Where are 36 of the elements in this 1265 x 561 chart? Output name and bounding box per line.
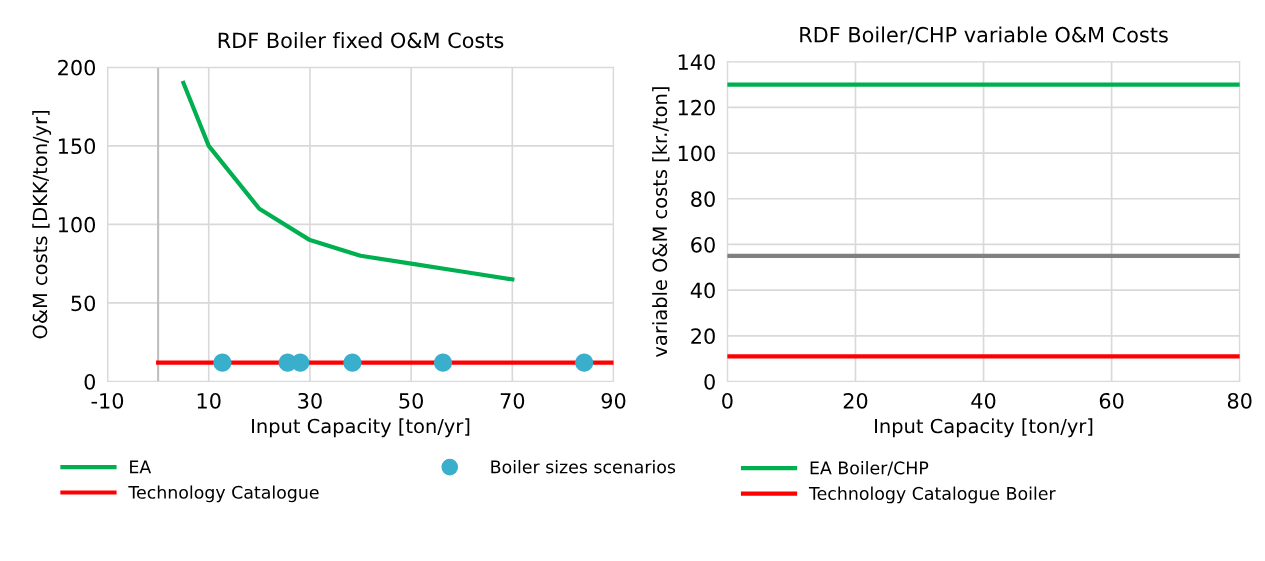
legend-label: EA bbox=[130, 460, 152, 474]
y-tick-label: 50 bbox=[71, 295, 96, 312]
y-tick-label: 60 bbox=[691, 236, 715, 253]
y-tick-label: 0 bbox=[704, 373, 715, 390]
y-tick-label: 100 bbox=[58, 216, 96, 233]
legend-label: Technology Catalogue bbox=[128, 485, 319, 503]
chart-title: RDF Boiler fixed O&M Costs bbox=[218, 32, 504, 49]
line-series bbox=[181, 80, 515, 282]
x-tick-label: 40 bbox=[971, 392, 996, 409]
x-tick-label: 60 bbox=[1099, 392, 1124, 409]
x-tick-label: 90 bbox=[601, 392, 626, 409]
x-tick-label: 80 bbox=[1227, 392, 1252, 409]
x-axis-title: Input Capacity [ton/yr] bbox=[875, 418, 1093, 438]
legend-label: EA Boiler/CHP bbox=[810, 461, 929, 476]
x-axis-title: Input Capacity [ton/yr] bbox=[252, 418, 470, 438]
x-tick-label: -10 bbox=[91, 392, 124, 409]
chart-title: RDF Boiler/CHP variable O&M Costs bbox=[800, 26, 1168, 45]
y-tick-label: 80 bbox=[691, 191, 715, 207]
y-tick-label: 150 bbox=[58, 138, 96, 155]
y-tick-label: 140 bbox=[678, 54, 715, 70]
legend-label: Technology Catalogue Boiler bbox=[808, 486, 1056, 504]
y-tick-label: 200 bbox=[58, 59, 96, 76]
y-tick-label: 100 bbox=[678, 145, 715, 162]
y-axis-title: variable O&M costs [kr./ton] bbox=[652, 87, 670, 357]
x-tick-label: 50 bbox=[399, 392, 423, 409]
y-tick-label: 120 bbox=[678, 99, 715, 116]
x-tick-label: 10 bbox=[197, 392, 221, 409]
y-axis-title: O&M costs [DKK/ton/yr] bbox=[32, 110, 52, 339]
x-tick-label: 70 bbox=[500, 392, 525, 409]
x-tick-label: 20 bbox=[843, 392, 868, 409]
y-tick-label: 0 bbox=[84, 373, 96, 390]
legend-label: Boiler sizes scenarios bbox=[491, 459, 676, 474]
y-tick-label: 20 bbox=[691, 328, 715, 345]
x-tick-label: 0 bbox=[722, 392, 733, 409]
y-tick-label: 40 bbox=[690, 282, 715, 299]
x-tick-label: 30 bbox=[298, 392, 322, 409]
